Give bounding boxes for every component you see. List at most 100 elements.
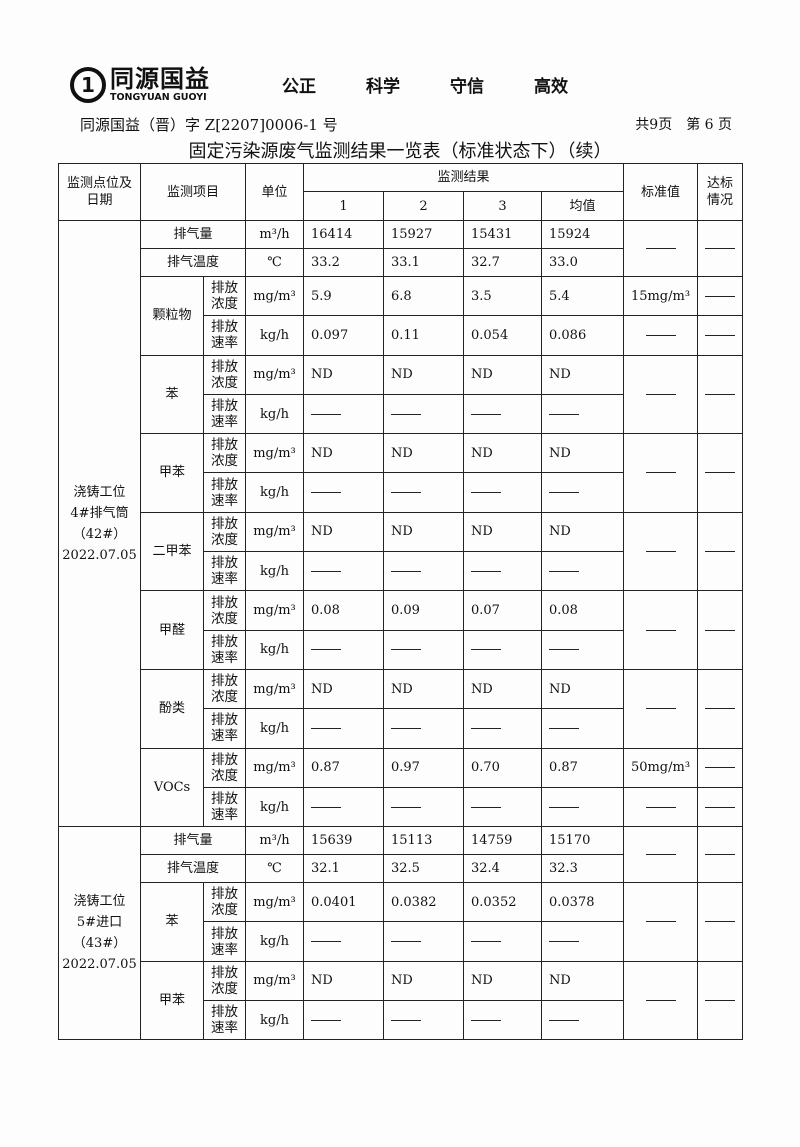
location-line: 2022.07.05 <box>62 547 137 563</box>
dash-mark <box>311 570 341 572</box>
compliance-cell <box>697 315 743 356</box>
compliance-cell <box>697 960 743 1041</box>
dash-mark <box>391 806 421 808</box>
value-cell <box>463 472 542 513</box>
unit-cell: kg/h <box>245 1000 304 1041</box>
unit-cell: mg/m³ <box>245 882 304 923</box>
compliance-cell <box>697 668 743 749</box>
slogan-word: 守信 <box>450 77 484 97</box>
value-cell: 0.0378 <box>541 882 624 923</box>
dash-mark <box>549 1019 579 1021</box>
dash-mark <box>645 1000 676 1002</box>
value-cell: ND <box>383 354 464 395</box>
value-cell: ND <box>463 668 542 710</box>
slogan-word: 科学 <box>366 77 400 97</box>
value-cell <box>383 708 464 749</box>
sub-label: 排放速率 <box>203 708 246 749</box>
value-cell: 3.5 <box>463 275 542 317</box>
value-cell <box>383 629 464 670</box>
standard-cell <box>623 315 698 356</box>
pollutant-name: 颗粒物 <box>140 276 204 356</box>
value-cell: 33.2 <box>303 248 384 277</box>
sub-label: 排放浓度 <box>203 882 246 923</box>
table-row: 排气温度 ℃ 33.2 33.1 32.7 33.0 <box>59 248 743 277</box>
value-cell: ND <box>541 960 624 1002</box>
value-cell: 0.0352 <box>463 882 542 923</box>
compliance-cell <box>697 786 743 828</box>
unit-cell: kg/h <box>245 315 304 356</box>
value-cell: 5.9 <box>303 275 384 317</box>
table-row: 排放速率 kg/h <box>59 551 743 592</box>
value-cell: 15639 <box>303 826 384 856</box>
standard-cell <box>623 220 698 277</box>
sub-label: 排放速率 <box>203 629 246 670</box>
value-cell: 15431 <box>463 220 542 249</box>
table-row: 排放速率 kg/h <box>59 708 743 749</box>
dash-mark <box>549 413 579 415</box>
dash-mark <box>549 492 579 494</box>
standard-cell <box>623 511 698 592</box>
dash-mark <box>705 854 735 856</box>
value-cell: ND <box>541 511 624 553</box>
sub-label: 排放浓度 <box>203 354 246 395</box>
value-cell: 15924 <box>541 220 624 249</box>
table-row: 排放速率 kg/h <box>59 393 743 435</box>
value-cell: ND <box>463 433 542 474</box>
dash-mark <box>391 1019 421 1021</box>
value-cell <box>541 921 624 962</box>
item-label: 排气量 <box>140 220 246 249</box>
unit-cell: kg/h <box>245 921 304 962</box>
value-cell <box>303 551 384 592</box>
dash-mark <box>311 1019 341 1021</box>
unit-cell: kg/h <box>245 393 304 435</box>
sub-label: 排放浓度 <box>203 275 246 317</box>
unit-cell: kg/h <box>245 786 304 828</box>
results-table: 监测点位及日期 监测项目 单位 监测结果 标准值 达标情况 1 2 3 均值 浇… <box>58 163 743 1041</box>
dash-mark <box>471 649 501 651</box>
value-cell <box>541 1000 624 1041</box>
sub-label: 排放浓度 <box>203 960 246 1002</box>
unit-cell: mg/m³ <box>245 275 304 317</box>
dash-mark <box>645 629 676 631</box>
dash-mark <box>705 1000 735 1002</box>
value-cell <box>463 629 542 670</box>
table-row: 甲苯 排放浓度 mg/m³ ND ND ND ND <box>59 960 743 1041</box>
table-row: 排放速率 kg/h <box>59 472 743 513</box>
slogan: 公正 科学 守信 高效 <box>282 72 568 97</box>
unit-cell: kg/h <box>245 551 304 592</box>
value-cell: 0.11 <box>383 315 464 356</box>
standard-cell <box>623 433 698 513</box>
standard-cell: 50mg/m³ <box>623 747 698 788</box>
dash-mark <box>705 629 735 631</box>
table-title: 固定污染源废气监测结果一览表（标准状态下）（续） <box>188 141 612 162</box>
dash-mark <box>645 921 676 923</box>
standard-cell <box>623 668 698 749</box>
header-run-2: 2 <box>383 191 464 221</box>
unit-cell: mg/m³ <box>245 433 304 474</box>
compliance-cell <box>697 511 743 592</box>
dash-mark <box>311 806 341 808</box>
header-results: 监测结果 <box>303 163 624 192</box>
value-cell: ND <box>303 511 384 553</box>
unit-cell: ℃ <box>245 248 304 277</box>
sub-label: 排放浓度 <box>203 433 246 474</box>
value-cell: ND <box>541 354 624 395</box>
item-label: 排气温度 <box>140 248 246 277</box>
dash-mark <box>391 941 421 943</box>
dash-mark <box>311 492 341 494</box>
table-row: 排放速率 kg/h <box>59 786 743 828</box>
location-line: （43#） <box>72 936 127 952</box>
unit-cell: kg/h <box>245 708 304 749</box>
value-cell: ND <box>383 960 464 1002</box>
sub-label: 排放速率 <box>203 393 246 435</box>
unit-cell: m³/h <box>245 220 304 249</box>
sub-label: 排放浓度 <box>203 747 246 788</box>
dash-mark <box>471 727 501 729</box>
value-cell <box>303 393 384 435</box>
value-cell <box>303 629 384 670</box>
location-line: 2022.07.05 <box>62 957 137 973</box>
dash-mark <box>311 941 341 943</box>
value-cell: 0.0382 <box>383 882 464 923</box>
dash-mark <box>645 472 676 474</box>
value-cell <box>463 786 542 828</box>
